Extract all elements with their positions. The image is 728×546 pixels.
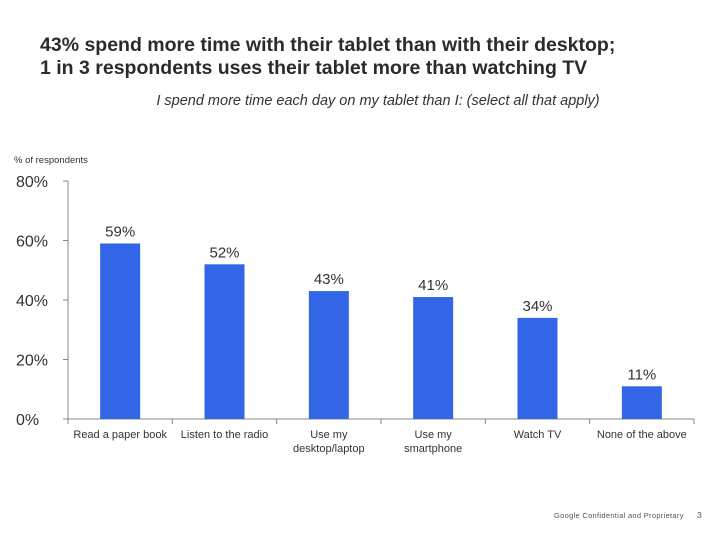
x-tick-label: Use my xyxy=(310,429,348,441)
x-tick-label: smartphone xyxy=(404,443,462,455)
x-tick-label: Use my xyxy=(415,429,453,441)
x-tick-label: None of the above xyxy=(597,429,687,441)
bar xyxy=(204,264,245,419)
headline-line-2: 1 in 3 respondents uses their tablet mor… xyxy=(40,57,588,79)
x-tick-label: Listen to the radio xyxy=(181,429,268,441)
bar xyxy=(621,386,662,419)
chart-title: I spend more time each day on my tablet … xyxy=(156,93,600,109)
y-axis-label: % of respondents xyxy=(14,155,88,166)
bar xyxy=(308,291,349,419)
x-tick-label: Read a paper book xyxy=(73,429,167,441)
bar xyxy=(517,317,558,419)
headline: 43% spend more time with their tablet th… xyxy=(40,34,700,80)
y-tick-label: 20% xyxy=(16,353,48,370)
data-label: 59% xyxy=(105,223,135,240)
y-tick-label: 60% xyxy=(16,234,48,251)
data-label: 11% xyxy=(627,366,656,383)
x-tick-label: Watch TV xyxy=(514,429,562,441)
data-label: 52% xyxy=(209,244,239,261)
bar xyxy=(413,297,454,419)
x-tick-label: desktop/laptop xyxy=(293,443,365,455)
y-tick-label: 0% xyxy=(16,412,39,429)
page-number: 3 xyxy=(697,510,702,520)
y-tick-label: 80% xyxy=(16,174,48,191)
y-tick-label: 40% xyxy=(16,293,48,310)
bar xyxy=(100,243,141,419)
confidential-notice: Google Confidential and Proprietary xyxy=(554,511,684,520)
data-label: 34% xyxy=(522,298,552,315)
data-label: 43% xyxy=(314,271,344,288)
headline-line-1: 43% spend more time with their tablet th… xyxy=(40,34,616,56)
data-label: 41% xyxy=(418,277,448,294)
